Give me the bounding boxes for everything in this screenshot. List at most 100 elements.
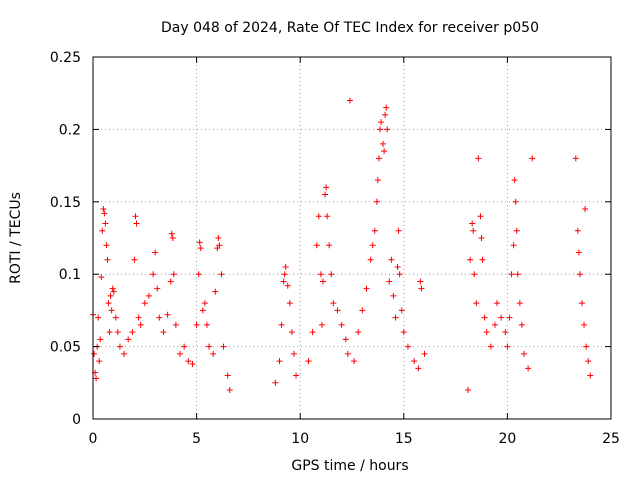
data-point <box>373 198 380 205</box>
data-point <box>469 220 476 227</box>
x-tick-label: 10 <box>291 431 309 447</box>
y-tick-label: 0.15 <box>50 195 81 211</box>
data-point <box>375 155 382 162</box>
data-point <box>395 227 402 234</box>
data-point <box>218 271 225 278</box>
data-point <box>284 282 291 289</box>
data-point <box>100 206 107 213</box>
data-point <box>520 350 527 357</box>
data-point <box>380 140 387 147</box>
data-point <box>150 271 157 278</box>
chart-title: Day 048 of 2024, Rate Of TEC Index for r… <box>161 20 539 36</box>
data-point <box>93 375 100 382</box>
data-point <box>512 198 519 205</box>
data-point <box>290 350 297 357</box>
data-point <box>400 329 407 336</box>
data-point <box>479 256 486 263</box>
data-point <box>322 191 329 198</box>
data-point <box>478 235 485 241</box>
data-point <box>114 329 121 336</box>
data-point <box>481 314 488 321</box>
data-point <box>390 292 397 299</box>
data-point <box>201 300 208 307</box>
data-point <box>203 321 210 328</box>
data-point <box>421 350 428 357</box>
x-axis-ticks: 0 5 10 15 20 25 <box>89 57 620 447</box>
data-point <box>363 285 370 292</box>
data-point <box>378 119 385 126</box>
data-point <box>513 227 520 234</box>
data-point <box>281 271 288 278</box>
data-point <box>170 271 177 278</box>
data-point <box>477 213 484 220</box>
data-point <box>272 379 279 386</box>
data-point <box>131 256 138 263</box>
data-point <box>506 314 513 321</box>
data-point <box>105 300 112 307</box>
data-point <box>154 285 161 292</box>
x-tick-label: 20 <box>498 431 516 447</box>
data-point <box>388 256 395 263</box>
data-point <box>508 271 515 278</box>
x-tick-label: 25 <box>602 431 620 447</box>
data-point <box>511 177 518 184</box>
data-point <box>181 343 188 350</box>
data-point <box>475 155 482 162</box>
data-point <box>160 329 167 336</box>
data-point <box>189 360 196 367</box>
data-point <box>199 307 206 314</box>
data-point <box>98 274 105 281</box>
data-point <box>384 126 391 133</box>
data-point <box>371 227 378 234</box>
data-point <box>288 329 295 336</box>
data-point <box>367 256 374 263</box>
data-point <box>334 307 341 314</box>
data-point <box>383 104 390 111</box>
data-point <box>164 311 171 318</box>
data-point <box>471 271 478 278</box>
data-point <box>514 271 521 278</box>
data-point <box>177 350 184 357</box>
data-point <box>116 343 123 350</box>
y-axis-label: ROTI / TECUs <box>8 192 24 284</box>
data-point <box>318 321 325 328</box>
data-point <box>587 372 594 379</box>
data-point <box>346 97 353 104</box>
data-point <box>216 242 223 249</box>
data-point <box>396 271 403 278</box>
data-point <box>197 245 204 252</box>
x-tick-label: 5 <box>192 431 201 447</box>
data-point <box>185 358 192 365</box>
data-point <box>516 300 523 307</box>
data-point <box>494 300 501 307</box>
data-point <box>152 249 159 256</box>
data-point <box>112 314 119 321</box>
plot-frame <box>92 56 612 420</box>
data-point <box>121 350 128 357</box>
data-point <box>359 307 366 314</box>
data-point <box>323 184 330 191</box>
data-point <box>282 263 289 270</box>
data-point <box>280 278 287 285</box>
data-point <box>381 148 388 155</box>
data-point <box>193 321 200 328</box>
data-point <box>583 343 590 350</box>
x-tick-label: 15 <box>395 431 413 447</box>
data-point <box>125 336 132 343</box>
y-tick-label: 0.1 <box>59 267 81 283</box>
data-point <box>344 350 351 357</box>
data-point <box>220 343 227 350</box>
data-point <box>398 307 405 314</box>
data-point <box>525 365 532 372</box>
data-point <box>504 343 511 350</box>
data-point <box>195 271 202 278</box>
data-point <box>226 387 233 394</box>
data-point <box>169 235 176 241</box>
data-point <box>585 358 592 365</box>
data-point <box>315 213 322 220</box>
data-point <box>392 314 399 321</box>
data-point <box>467 256 474 263</box>
data-point <box>108 307 115 314</box>
data-point <box>145 292 152 299</box>
data-point <box>95 314 102 321</box>
